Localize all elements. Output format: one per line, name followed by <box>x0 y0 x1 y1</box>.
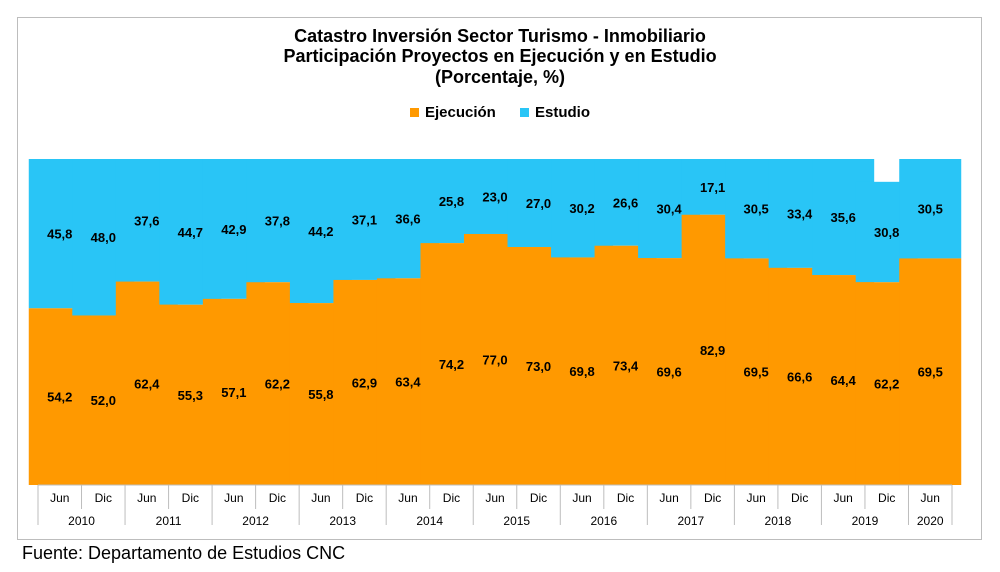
data-label-estudio-16: 30,5 <box>743 202 768 217</box>
category-label-9: Dic <box>443 491 460 505</box>
data-label-ejecucion-17: 66,6 <box>787 369 812 384</box>
data-label-ejecucion-6: 55,8 <box>308 387 333 402</box>
data-label-estudio-9: 25,8 <box>439 194 464 209</box>
data-label-ejecucion-2: 62,4 <box>134 376 160 391</box>
data-label-ejecucion-5: 62,2 <box>265 377 290 392</box>
category-label-2: Jun <box>137 491 156 505</box>
category-label-0: Jun <box>50 491 69 505</box>
year-label-2016: 2016 <box>590 514 617 528</box>
category-label-18: Jun <box>834 491 853 505</box>
category-label-20: Jun <box>921 491 940 505</box>
category-label-11: Dic <box>530 491 547 505</box>
data-label-ejecucion-0: 54,2 <box>47 390 72 405</box>
year-label-2015: 2015 <box>503 514 530 528</box>
year-label-2014: 2014 <box>416 514 443 528</box>
data-label-estudio-18: 35,6 <box>831 210 856 225</box>
data-label-estudio-20: 30,5 <box>918 202 943 217</box>
data-label-ejecucion-12: 69,8 <box>569 364 594 379</box>
category-label-15: Dic <box>704 491 721 505</box>
source-note: Fuente: Departamento de Estudios CNC <box>22 543 346 563</box>
data-label-estudio-2: 37,6 <box>134 213 159 228</box>
year-label-2019: 2019 <box>852 514 879 528</box>
category-label-17: Dic <box>791 491 808 505</box>
data-label-estudio-7: 37,1 <box>352 212 377 227</box>
data-label-estudio-12: 30,2 <box>569 201 594 216</box>
legend-label-ejecucion: Ejecución <box>424 104 496 121</box>
data-label-ejecucion-9: 74,2 <box>439 357 464 372</box>
data-label-estudio-13: 26,6 <box>613 195 638 210</box>
data-label-ejecucion-7: 62,9 <box>352 375 377 390</box>
chart-units-subtitle: (Porcentaje, %) <box>434 67 566 87</box>
year-label-2018: 2018 <box>765 514 792 528</box>
bar-ejecucion-20 <box>899 258 962 485</box>
category-label-19: Dic <box>878 491 895 505</box>
chart-title: Catastro Inversión Sector Turismo - Inmo… <box>294 26 706 46</box>
legend-label-estudio: Estudio <box>535 104 591 121</box>
data-label-ejecucion-16: 69,5 <box>743 365 768 380</box>
category-label-12: Jun <box>572 491 591 505</box>
year-label-2010: 2010 <box>68 514 95 528</box>
data-label-estudio-19: 30,8 <box>874 225 899 240</box>
data-label-ejecucion-18: 64,4 <box>831 373 857 388</box>
data-label-estudio-5: 37,8 <box>265 214 290 229</box>
category-label-8: Jun <box>398 491 417 505</box>
legend-swatch-ejecucion <box>409 108 419 117</box>
data-label-ejecucion-3: 55,3 <box>178 388 203 403</box>
data-label-ejecucion-15: 82,9 <box>700 343 725 358</box>
data-label-estudio-17: 33,4 <box>787 206 813 221</box>
year-label-2013: 2013 <box>329 514 356 528</box>
data-label-ejecucion-13: 73,4 <box>613 358 639 373</box>
category-label-4: Jun <box>224 491 243 505</box>
data-label-ejecucion-1: 52,0 <box>91 393 116 408</box>
year-label-2017: 2017 <box>678 514 705 528</box>
data-label-estudio-14: 30,4 <box>656 202 682 217</box>
data-label-ejecucion-4: 57,1 <box>221 385 246 400</box>
legend-swatch-estudio <box>520 108 530 117</box>
chart-subtitle: Participación Proyectos en Ejecución y e… <box>283 46 717 66</box>
data-label-ejecucion-10: 77,0 <box>482 352 507 367</box>
data-label-estudio-8: 36,6 <box>395 212 420 227</box>
category-label-7: Dic <box>356 491 373 505</box>
legend-item-estudio: Estudio <box>520 104 590 121</box>
category-label-6: Jun <box>311 491 330 505</box>
data-label-ejecucion-14: 69,6 <box>656 365 681 380</box>
category-label-1: Dic <box>95 491 112 505</box>
data-label-estudio-6: 44,2 <box>308 224 333 239</box>
chart-legend: Ejecución Estudio <box>0 104 1000 121</box>
data-label-estudio-0: 45,8 <box>47 227 72 242</box>
data-label-ejecucion-19: 62,2 <box>874 377 899 392</box>
data-label-estudio-1: 48,0 <box>91 230 116 245</box>
data-label-estudio-4: 42,9 <box>221 222 246 237</box>
category-label-13: Dic <box>617 491 634 505</box>
data-label-estudio-15: 17,1 <box>700 180 725 195</box>
data-label-ejecucion-8: 63,4 <box>395 375 421 390</box>
category-label-10: Jun <box>485 491 504 505</box>
category-label-5: Dic <box>269 491 286 505</box>
data-label-estudio-3: 44,7 <box>178 225 203 240</box>
bar-estudio-20 <box>899 159 962 259</box>
category-label-3: Dic <box>182 491 199 505</box>
data-label-ejecucion-20: 69,5 <box>918 365 943 380</box>
year-label-2011: 2011 <box>156 514 182 528</box>
data-label-ejecucion-11: 73,0 <box>526 359 551 374</box>
year-label-2020: 2020 <box>917 514 944 528</box>
data-label-estudio-10: 23,0 <box>482 189 507 204</box>
category-label-16: Jun <box>746 491 765 505</box>
year-label-2012: 2012 <box>242 514 269 528</box>
category-label-14: Jun <box>659 491 678 505</box>
data-label-estudio-11: 27,0 <box>526 196 551 211</box>
legend-item-ejecucion: Ejecución <box>409 104 496 121</box>
